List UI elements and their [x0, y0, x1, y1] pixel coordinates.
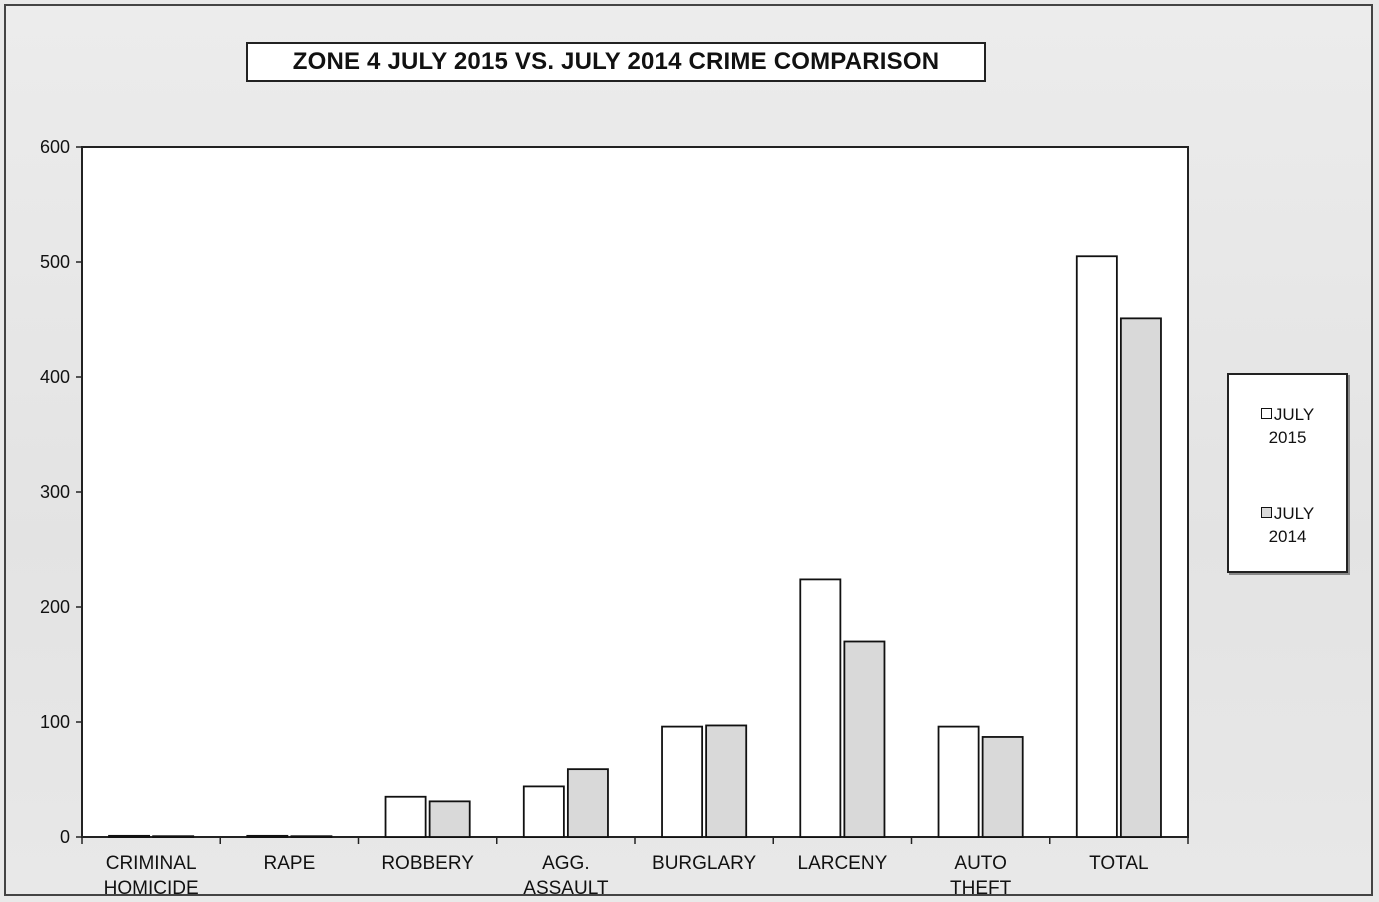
- bar-july-2015: [1075, 255, 1118, 838]
- bar-july-2015: [384, 795, 427, 838]
- legend-item-2014: JULY 2014: [1229, 502, 1346, 548]
- x-category-label: THEFT: [950, 878, 1012, 899]
- bar-july-2014: [290, 835, 333, 838]
- y-tick-label: 600: [40, 137, 70, 157]
- x-axis: CRIMINAL HOMICIDE RAPE ROBBERY AGG. ASSAULT BU…: [81, 837, 1189, 899]
- y-tick-label: 400: [40, 367, 70, 387]
- y-tick-label: 0: [60, 827, 70, 847]
- legend: JULY 2015 JULY 2014: [1227, 373, 1348, 573]
- y-axis: 0 100 200 300 400 500 600: [40, 137, 82, 847]
- x-category-label: ROBBERY: [381, 853, 474, 874]
- bar-july-2014: [1119, 317, 1162, 838]
- plot-area: [81, 146, 1189, 838]
- x-category-label: RAPE: [264, 853, 316, 874]
- x-category-label: CRIMINAL: [106, 853, 197, 874]
- x-category-label: AUTO: [954, 853, 1006, 874]
- bar-july-2014: [705, 724, 748, 838]
- y-tick-label: 500: [40, 252, 70, 272]
- bar-july-2015: [799, 578, 842, 838]
- legend-label-2015-line1: JULY: [1273, 405, 1315, 424]
- bar-july-2015: [937, 725, 980, 838]
- x-category-label: TOTAL: [1089, 853, 1148, 874]
- bar-july-2014: [981, 736, 1024, 838]
- bar-july-2015: [522, 785, 565, 838]
- x-category-label: AGG.: [542, 853, 590, 874]
- x-category-label: LARCENY: [798, 853, 888, 874]
- legend-label-2015-line2: 2015: [1268, 428, 1307, 447]
- bar-july-2014: [152, 835, 195, 838]
- x-category-label: ASSAULT: [523, 878, 609, 899]
- x-category-label: HOMICIDE: [104, 878, 199, 899]
- legend-swatch-icon: [1260, 408, 1272, 419]
- y-tick-label: 300: [40, 482, 70, 502]
- y-tick-label: 100: [40, 712, 70, 732]
- bar-july-2015: [246, 834, 289, 838]
- bars: [108, 255, 1162, 838]
- y-tick-label: 200: [40, 597, 70, 617]
- legend-label-2014-line1: JULY: [1273, 504, 1315, 523]
- legend-item-2015: JULY 2015: [1229, 403, 1346, 449]
- x-category-label: BURGLARY: [652, 853, 757, 874]
- legend-label-2014-line2: 2014: [1268, 527, 1307, 546]
- bar-july-2014: [566, 768, 609, 838]
- legend-swatch-icon: [1260, 507, 1272, 518]
- bar-july-2015: [661, 725, 704, 838]
- bar-july-2014: [428, 800, 471, 838]
- bar-july-2014: [843, 640, 886, 838]
- chart-title: ZONE 4 JULY 2015 VS. JULY 2014 CRIME COM…: [246, 42, 986, 82]
- bar-july-2015: [108, 834, 151, 838]
